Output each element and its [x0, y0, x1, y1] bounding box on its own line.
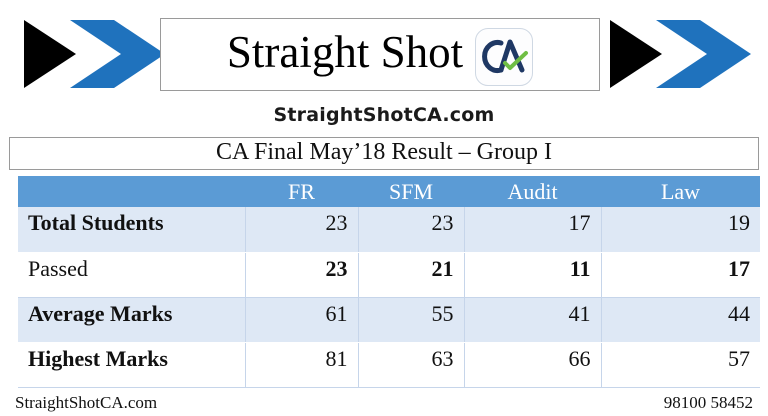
table-body: Total Students 23 23 17 19 Passed 23 21 11 17 Aver… — [18, 207, 760, 388]
brand-header: Straight Shot — [0, 0, 768, 104]
column-header-sfm: SFM — [358, 176, 464, 207]
column-header-blank — [18, 176, 245, 207]
result-title-box: CA Final May’18 Result – Group I — [9, 137, 759, 170]
cell-value: 23 — [245, 252, 359, 298]
cell-value: 63 — [358, 342, 465, 388]
double-chevron-right-icon — [22, 18, 167, 90]
page-footer: StraightShotCA.com 98100 58452 — [0, 389, 768, 416]
page-title: CA Final May’18 Result – Group I — [216, 139, 552, 165]
table-header-row: FR SFM Audit Law — [18, 176, 760, 207]
footer-site: StraightShotCA.com — [15, 392, 158, 412]
table-row: Total Students 23 23 17 19 — [18, 207, 760, 253]
cell-value: 61 — [245, 297, 359, 343]
logo-box: Straight Shot — [160, 18, 600, 91]
cell-value: 21 — [358, 252, 465, 298]
double-chevron-right-icon — [608, 18, 753, 90]
cell-value: 19 — [601, 207, 760, 253]
row-label: Passed — [18, 252, 246, 298]
results-table: FR SFM Audit Law Total Students 23 23 17 19 P… — [18, 176, 760, 388]
table-header: FR SFM Audit Law — [18, 176, 760, 207]
cell-value: 44 — [601, 297, 760, 343]
cell-value: 81 — [245, 342, 359, 388]
cell-value: 66 — [464, 342, 602, 388]
ca-logo-icon — [475, 27, 534, 86]
cell-value: 57 — [601, 342, 760, 388]
cell-value: 41 — [464, 297, 602, 343]
cell-value: 17 — [601, 252, 760, 298]
row-label: Highest Marks — [18, 342, 246, 388]
cell-value: 23 — [358, 207, 465, 253]
column-header-audit: Audit — [464, 176, 601, 207]
table-row: Highest Marks 81 63 66 57 — [18, 342, 760, 388]
table-row: Average Marks 61 55 41 44 — [18, 297, 760, 343]
row-label: Average Marks — [18, 297, 246, 343]
brand-wordmark: Straight Shot — [226, 27, 464, 77]
column-header-fr: FR — [245, 176, 358, 207]
cell-value: 11 — [464, 252, 602, 298]
row-label: Total Students — [18, 207, 246, 253]
column-header-law: Law — [601, 176, 760, 207]
footer-phone: 98100 58452 — [663, 392, 753, 412]
site-subtitle: StraightShotCA.com — [273, 104, 495, 126]
cell-value: 23 — [245, 207, 359, 253]
cell-value: 17 — [464, 207, 602, 253]
table-row: Passed 23 21 11 17 — [18, 252, 760, 298]
cell-value: 55 — [358, 297, 465, 343]
